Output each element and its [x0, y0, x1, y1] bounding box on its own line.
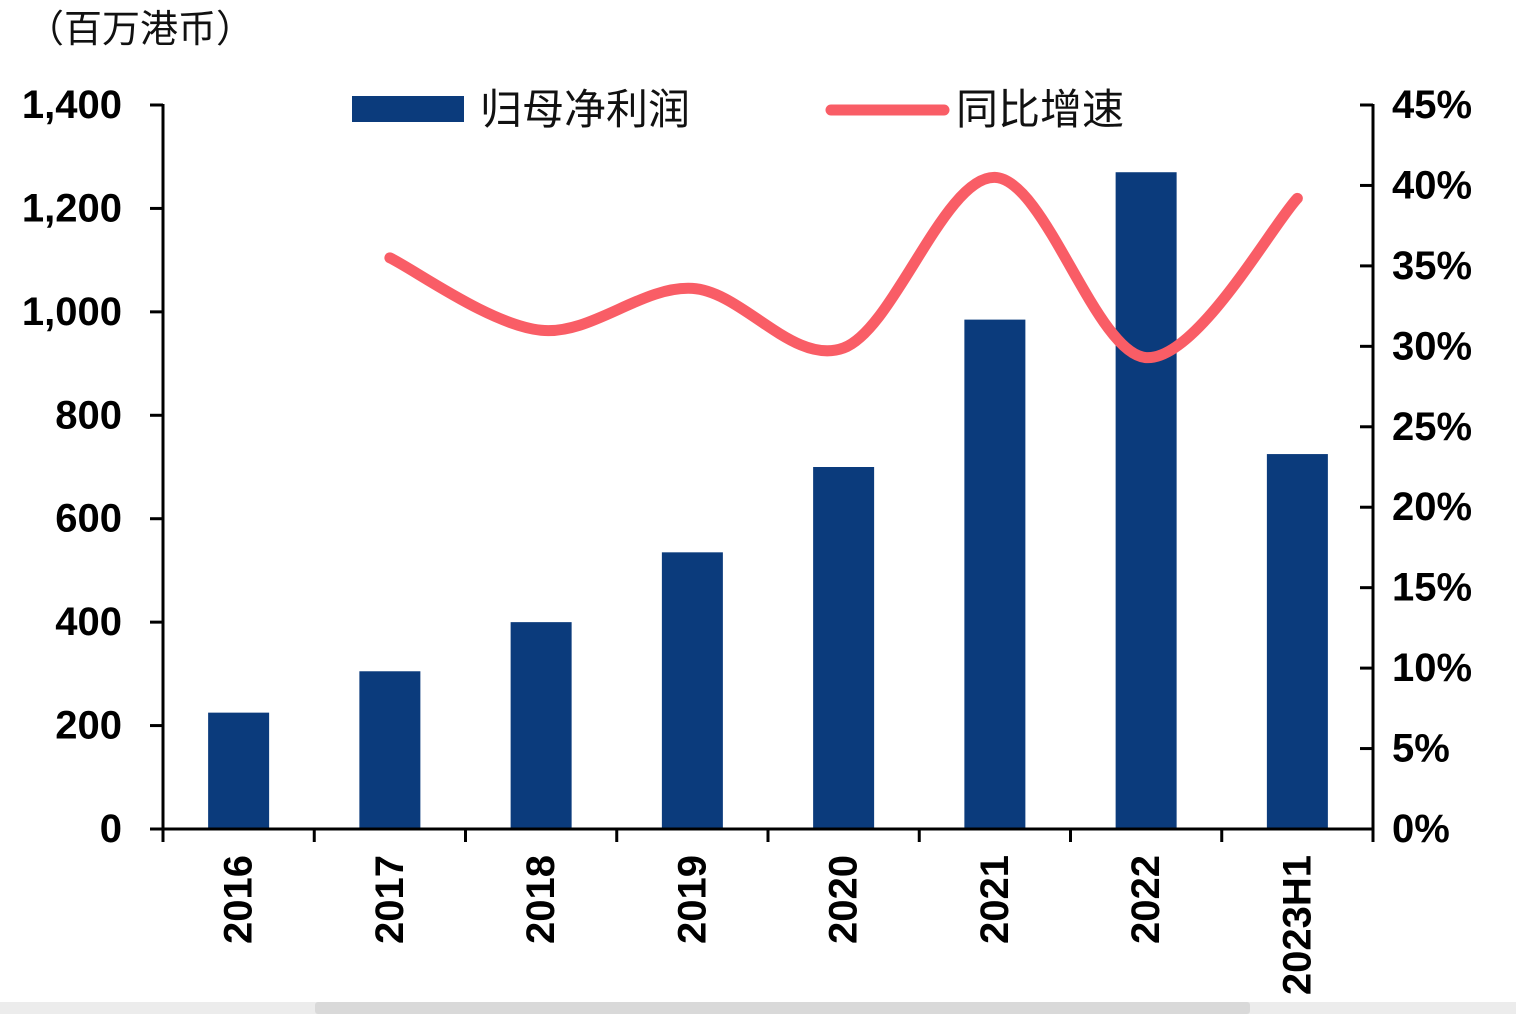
- unit-label: （百万港币）: [26, 9, 254, 51]
- right-axis-label: 15%: [1392, 566, 1472, 610]
- left-axis-label: 200: [55, 704, 122, 748]
- x-axis-label-2022: 2022: [1124, 855, 1168, 944]
- growth-line: [384, 171, 1303, 364]
- bar-2018: [510, 622, 572, 829]
- x-axis-label-2018: 2018: [519, 855, 563, 944]
- right-axis-label: 30%: [1392, 324, 1472, 368]
- bar-2019: [661, 552, 723, 829]
- x-axis-label-2020: 2020: [822, 855, 866, 944]
- bar-2023H1: [1266, 454, 1328, 829]
- right-axis-label: 10%: [1392, 646, 1472, 690]
- right-axis-label: 25%: [1392, 405, 1472, 449]
- right-axis-label: 40%: [1392, 163, 1472, 207]
- bar-2017: [359, 671, 421, 829]
- left-axis-label: 1,200: [22, 186, 122, 230]
- right-axis-label: 20%: [1392, 485, 1472, 529]
- x-axis-label-2021: 2021: [973, 855, 1017, 944]
- legend-bar-swatch: [352, 96, 464, 122]
- left-axis-label: 1,400: [22, 83, 122, 127]
- legend: 归母净利润 同比增速: [352, 88, 1124, 134]
- left-axis-label: 800: [55, 393, 122, 437]
- x-axis-label-2023H1: 2023H1: [1275, 855, 1319, 995]
- right-axis-label: 0%: [1392, 807, 1450, 851]
- left-axis-label: 600: [55, 497, 122, 541]
- right-axis-label: 45%: [1392, 83, 1472, 127]
- left-axis-label: 400: [55, 600, 122, 644]
- axes: [150, 103, 1375, 842]
- left-axis-label: 0: [100, 807, 122, 851]
- axis-labels: 0 200 400 600 800 1,000 1,200 1,400 0% 5% 10% 15% 20…: [22, 83, 1472, 995]
- bar-2016: [208, 712, 270, 829]
- right-axis-label: 5%: [1392, 727, 1450, 771]
- x-axis-label-2019: 2019: [670, 855, 714, 944]
- scrollbar-thumb[interactable]: [315, 1002, 1250, 1014]
- legend-bar-label: 归母净利润: [480, 88, 690, 134]
- bar-2022: [1115, 172, 1177, 829]
- x-axis-label-2017: 2017: [368, 855, 412, 944]
- scrollbar-track[interactable]: [0, 1002, 1516, 1014]
- right-axis-label: 35%: [1392, 244, 1472, 288]
- bar-2021: [964, 319, 1026, 829]
- x-axis-label-2016: 2016: [217, 855, 261, 944]
- left-axis-label: 1,000: [22, 290, 122, 334]
- legend-line-label: 同比增速: [956, 88, 1124, 134]
- bar-2020: [813, 467, 875, 829]
- bar-series: [208, 172, 1328, 829]
